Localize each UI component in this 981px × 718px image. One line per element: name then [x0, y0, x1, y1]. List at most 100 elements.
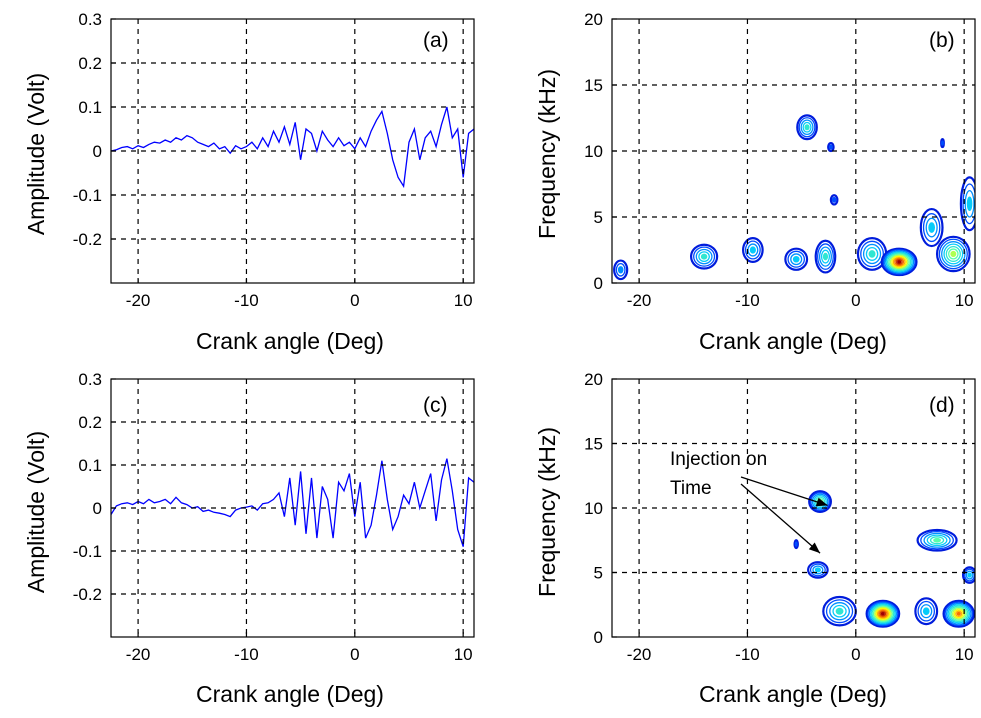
- panel-d-contour-blob: [916, 528, 958, 552]
- panel-d-xtick-label: -20: [627, 645, 652, 664]
- panel-b-contour-level: [798, 117, 816, 138]
- panel-b-label: (b): [929, 29, 955, 52]
- panel-b-contour-level: [615, 262, 626, 277]
- panel-b-contour-level: [897, 260, 902, 264]
- panel-b-contour-level: [800, 119, 814, 136]
- panel-a-data: [111, 106, 474, 189]
- panel-d-contour-level: [942, 599, 975, 628]
- panel-b-contour-level: [862, 243, 882, 265]
- panel-b-contour-blob: [742, 237, 764, 263]
- panel-d-contour-blob: [865, 599, 901, 628]
- panel-b-contour-level: [880, 247, 918, 277]
- panel-d-contour-level: [922, 607, 930, 616]
- panel-d-contour-level: [880, 612, 885, 616]
- panel-c-xlabel: Crank angle (Deg): [196, 681, 384, 707]
- panel-b-contour-level: [829, 194, 839, 206]
- panel-d-contour-level: [956, 611, 961, 616]
- panel-d-contour-blob: [807, 561, 829, 579]
- panel-c-ytick-label: -0.1: [73, 542, 102, 561]
- panel-c-ytick-label: 0.3: [78, 370, 102, 389]
- panel-d-contour-level: [965, 570, 974, 580]
- panel-d-contour-level: [879, 610, 887, 617]
- panel-d-ytick-label: 5: [594, 564, 603, 583]
- panel-a-series-line: [111, 106, 474, 189]
- panel-d-contour-level: [868, 602, 898, 626]
- panel-b-contour-level: [744, 240, 761, 260]
- panel-c-plot-area: -20 -10 0 10 -0.2 -0.1 0 0.1 0.2 0.3: [73, 370, 475, 664]
- panel-b-contour-level: [827, 141, 835, 153]
- panel-d-contour-blob: [961, 566, 975, 584]
- panel-b-contour-level: [962, 183, 975, 225]
- panel-c-ytick-label: 0.2: [78, 413, 102, 432]
- panel-b-contour-level: [943, 243, 964, 265]
- panel-b-data: [613, 114, 975, 281]
- panel-d-contour-level: [917, 600, 936, 622]
- panel-b-contour-blob: [796, 114, 818, 141]
- panel-b-contour-level: [935, 235, 971, 273]
- panel-c-ytick-label: -0.2: [73, 585, 102, 604]
- panel-b-contour-level: [964, 189, 975, 218]
- annotation-arrow-head: [815, 497, 828, 507]
- panel-b-contour-level: [796, 114, 818, 141]
- panel-b-ytick-label: 0: [594, 274, 603, 293]
- annotation-arrow-shaft: [740, 483, 821, 554]
- panel-d-contour-level: [953, 609, 964, 619]
- panel-d-contour-level: [874, 606, 892, 621]
- panel-d-contour-level: [947, 604, 971, 624]
- panel-a-xtick-label: -20: [126, 291, 151, 310]
- panel-d-contour-level: [955, 610, 963, 618]
- panel-b-ytick-label: 20: [584, 10, 603, 29]
- annotation-arrow-head: [808, 542, 821, 554]
- panel-d-contour-level: [878, 609, 888, 618]
- panel-d-contour-level: [961, 566, 975, 584]
- panel-d-contour-blob: [793, 539, 799, 550]
- annotation-arrow-shaft: [740, 476, 828, 507]
- panel-d-contour-level: [914, 597, 939, 626]
- panel-d-contour-level: [948, 605, 969, 623]
- panel-d-contour-level: [814, 567, 821, 573]
- annotation-line-2: Time: [670, 478, 712, 499]
- panel-b-ytick-label: 15: [584, 76, 603, 95]
- panel-a-xlabel: Crank angle (Deg): [196, 328, 384, 354]
- panel-d-contour-level: [812, 565, 824, 575]
- panel-a-ytick-label: -0.2: [73, 230, 102, 249]
- panel-b-contour-blob: [613, 259, 629, 281]
- panel-d-contour-level: [811, 493, 829, 510]
- panel-b-xtick-label: 0: [851, 291, 860, 310]
- panel-c-series-line: [111, 458, 474, 547]
- panel-c-ytick-label: 0.1: [78, 456, 102, 475]
- panel-d-contour-level: [810, 492, 830, 512]
- panel-d-contour-level: [875, 607, 891, 620]
- panel-d-ytick-label: 10: [584, 499, 603, 518]
- panel-b-contour-level: [820, 249, 831, 264]
- panel-c-grid: [111, 379, 474, 637]
- panel-d-contour-level: [807, 561, 829, 579]
- panel-b-contour-level: [945, 245, 961, 262]
- panel-b-contour-level: [885, 251, 913, 273]
- panel-d-contour-level: [829, 602, 850, 621]
- panel-d-contour-level: [952, 607, 966, 620]
- panel-a-ylabel: Amplitude (Volt): [23, 73, 49, 235]
- panel-a: -20 -10 0 10 -0.2 -0.1 0 0.1 0.2 0.3 (a) Crank an…: [23, 10, 475, 354]
- panel-c-xtick-label: 0: [350, 645, 359, 664]
- panel-b-contour-level: [941, 241, 966, 267]
- panel-c: -20 -10 0 10 -0.2 -0.1 0 0.1 0.2 0.3 (c) Crank an…: [23, 370, 475, 707]
- panel-d-contour-level: [809, 563, 826, 577]
- panel-b-contour-level: [888, 253, 910, 271]
- panel-b-contour-level: [749, 246, 756, 254]
- panel-c-xtick-label: 10: [454, 645, 473, 664]
- panel-b-contour-level: [894, 257, 905, 266]
- panel-a-grid: [111, 19, 474, 283]
- panel-b-contour-level: [884, 250, 915, 274]
- panel-b-contour-level: [693, 246, 716, 267]
- panel-d-contour-level: [945, 602, 972, 625]
- panel-d-contour-level: [933, 537, 941, 543]
- panel-d-contour-level: [920, 604, 933, 619]
- panel-d-ylabel: Frequency (kHz): [534, 427, 560, 597]
- panel-c-ytick-label: 0: [93, 499, 102, 518]
- panel-b-contour-level: [959, 176, 975, 232]
- panel-b-xtick-label: 10: [955, 291, 974, 310]
- panel-d-contour-blob: [822, 595, 857, 627]
